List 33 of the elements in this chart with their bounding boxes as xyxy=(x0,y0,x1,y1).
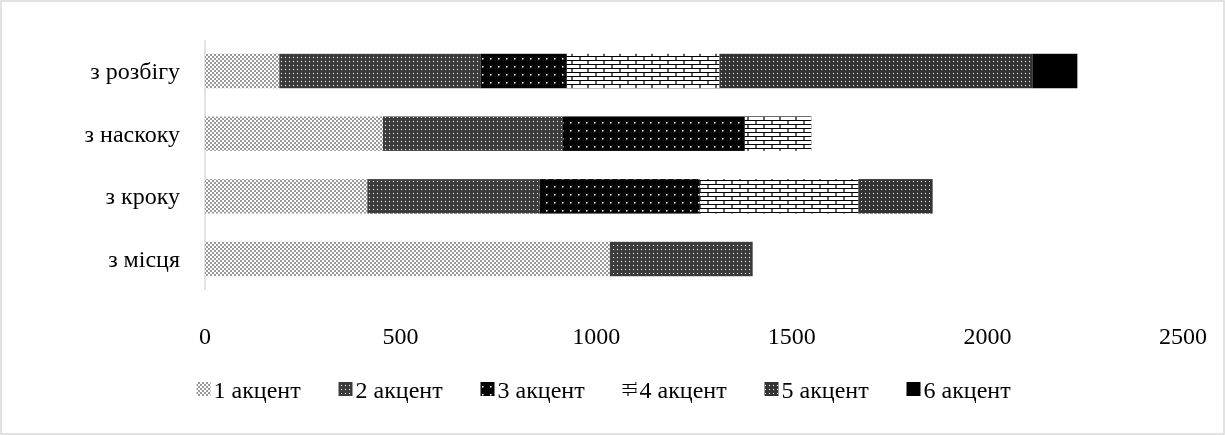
bar xyxy=(566,53,720,89)
y-tick-label: з наскоку xyxy=(84,120,180,147)
x-tick-label: 2500 xyxy=(1159,323,1207,349)
x-tick-label: 2000 xyxy=(963,323,1012,349)
bar xyxy=(699,179,859,214)
bar xyxy=(205,179,368,214)
bar xyxy=(562,116,745,151)
x-tick-label: 0 xyxy=(199,323,211,349)
bar xyxy=(383,116,563,151)
bar xyxy=(205,241,610,277)
bar xyxy=(1032,53,1078,89)
y-tick-label: з розбігу xyxy=(90,58,180,85)
bar xyxy=(719,53,1033,89)
y-tick-label: з місця xyxy=(108,245,180,272)
bar xyxy=(205,116,383,151)
bar xyxy=(480,53,567,89)
legend-label: 1 акцент xyxy=(213,377,302,403)
bar xyxy=(367,179,540,214)
bar xyxy=(744,116,812,151)
x-tick-label: 1500 xyxy=(767,323,816,349)
legend-label: 5 акцент xyxy=(781,377,870,403)
bar xyxy=(205,53,280,89)
x-tick-label: 500 xyxy=(382,323,419,349)
bar xyxy=(858,179,933,214)
y-tick-label: з кроку xyxy=(105,183,180,210)
bar xyxy=(279,53,481,89)
legend-label: 6 акцент xyxy=(923,377,1012,403)
legend-label: 2 акцент xyxy=(355,377,444,403)
legend-label: 4 акцент xyxy=(639,377,728,403)
x-tick-label: 1000 xyxy=(572,323,621,349)
bar xyxy=(609,241,753,277)
bar xyxy=(539,179,700,214)
legend-label: 3 акцент xyxy=(497,377,586,403)
